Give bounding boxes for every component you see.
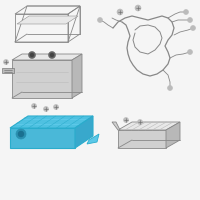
Circle shape bbox=[135, 5, 141, 11]
Circle shape bbox=[30, 53, 34, 56]
Polygon shape bbox=[10, 128, 75, 148]
Circle shape bbox=[48, 51, 56, 58]
Circle shape bbox=[188, 49, 192, 54]
Polygon shape bbox=[118, 130, 166, 148]
Circle shape bbox=[190, 25, 196, 30]
Circle shape bbox=[32, 104, 36, 108]
Polygon shape bbox=[112, 122, 120, 130]
Polygon shape bbox=[166, 122, 180, 148]
Circle shape bbox=[54, 104, 58, 110]
Circle shape bbox=[124, 117, 128, 122]
Circle shape bbox=[18, 132, 24, 136]
Circle shape bbox=[138, 119, 142, 124]
Polygon shape bbox=[75, 116, 93, 148]
Circle shape bbox=[117, 9, 123, 15]
Circle shape bbox=[50, 53, 54, 56]
Circle shape bbox=[188, 18, 192, 22]
Polygon shape bbox=[2, 68, 14, 73]
Circle shape bbox=[16, 129, 26, 139]
Polygon shape bbox=[17, 16, 78, 24]
Polygon shape bbox=[12, 60, 72, 98]
Polygon shape bbox=[118, 122, 180, 130]
Circle shape bbox=[184, 9, 188, 15]
Polygon shape bbox=[12, 54, 82, 60]
Circle shape bbox=[168, 86, 172, 90]
Circle shape bbox=[29, 51, 36, 58]
Polygon shape bbox=[72, 54, 82, 98]
Polygon shape bbox=[87, 134, 99, 144]
Circle shape bbox=[44, 106, 48, 112]
Polygon shape bbox=[10, 116, 93, 128]
Circle shape bbox=[98, 18, 102, 22]
Circle shape bbox=[4, 60, 8, 64]
